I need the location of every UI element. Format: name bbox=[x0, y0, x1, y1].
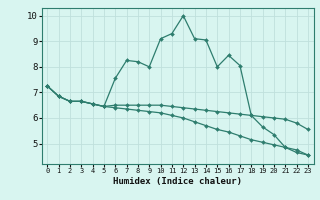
X-axis label: Humidex (Indice chaleur): Humidex (Indice chaleur) bbox=[113, 177, 242, 186]
